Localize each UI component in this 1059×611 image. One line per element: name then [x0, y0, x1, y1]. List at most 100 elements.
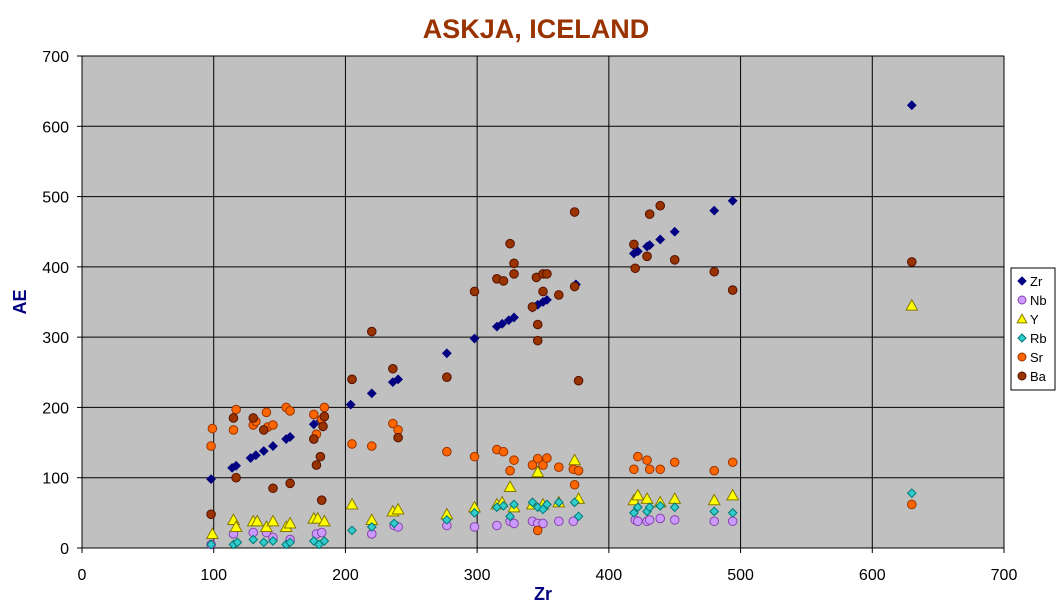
data-point-sr — [207, 423, 218, 434]
data-point-rb — [727, 507, 738, 518]
data-point-rb — [366, 522, 377, 532]
legend-label: Sr — [1030, 350, 1044, 365]
data-point-ba — [727, 285, 738, 295]
data-point-ba — [509, 269, 519, 279]
data-point-sr — [527, 460, 538, 470]
legend-marker-rb — [1017, 333, 1027, 343]
data-point-sr — [469, 451, 480, 462]
data-point-sr — [644, 464, 655, 475]
data-point-rb — [469, 507, 480, 518]
data-point-zr — [308, 419, 319, 430]
data-point-sr — [569, 479, 580, 490]
data-point-nb — [492, 520, 502, 531]
data-point-sr — [907, 499, 917, 510]
data-point-rb — [709, 506, 720, 517]
data-point-ba — [629, 239, 639, 250]
data-point-ba — [669, 255, 680, 265]
data-point-sr — [573, 465, 584, 476]
data-point-sr — [388, 418, 398, 429]
data-point-y — [205, 527, 219, 540]
data-point-sr — [319, 402, 330, 413]
data-point-sr — [633, 451, 643, 462]
chart-title: ASKJA, ICELAND — [423, 14, 650, 44]
data-point-sr — [228, 425, 239, 435]
data-point-sr — [505, 465, 515, 476]
data-point-y — [707, 493, 721, 506]
legend: Zr Nb Y Rb Sr Ba — [1010, 267, 1056, 391]
data-marks — [205, 100, 919, 550]
legend-marker-nb — [1017, 295, 1027, 305]
data-point-rb — [553, 497, 564, 508]
data-point-sr — [206, 441, 216, 451]
y-tick-label: 200 — [42, 400, 69, 417]
x-tick-label: 400 — [596, 567, 623, 584]
data-point-ba — [309, 434, 319, 444]
legend-box — [1010, 267, 1056, 391]
data-point-ba — [285, 478, 295, 489]
data-point-nb — [316, 527, 327, 538]
data-point-rb — [569, 497, 580, 508]
y-tick-label: 600 — [42, 119, 69, 136]
data-point-ba — [709, 266, 720, 277]
data-point-sr — [655, 464, 666, 475]
data-point-rb — [268, 536, 278, 546]
data-point-sr — [532, 525, 543, 536]
data-point-ba — [573, 375, 584, 386]
x-axis-label: Zr — [534, 584, 552, 604]
data-point-rb — [632, 502, 643, 513]
data-point-rb — [628, 507, 639, 518]
data-point-rb — [258, 537, 269, 548]
data-point-zr — [709, 205, 720, 216]
data-point-ba — [532, 335, 543, 346]
y-tick-label: 300 — [42, 330, 69, 347]
data-point-ba — [228, 413, 239, 423]
data-point-zr — [206, 474, 216, 485]
data-point-ba — [642, 251, 652, 262]
data-point-sr — [498, 446, 509, 457]
data-point-nb — [644, 515, 655, 525]
data-point-ba — [532, 319, 543, 330]
data-point-rb — [573, 511, 584, 522]
y-tick-label: 400 — [42, 260, 69, 277]
data-point-nb — [509, 518, 519, 529]
x-tick-label: 600 — [859, 567, 886, 584]
data-point-nb — [633, 516, 643, 527]
y-axis-ticks: 0 100 200 300 400 500 600 700 — [42, 49, 82, 558]
data-point-sr — [231, 404, 241, 415]
x-tick-label: 200 — [332, 567, 359, 584]
x-tick-label: 500 — [727, 567, 754, 584]
data-point-ba — [542, 269, 552, 279]
data-point-nb — [538, 518, 548, 529]
legend-label: Zr — [1030, 274, 1043, 289]
data-point-y — [266, 514, 280, 527]
data-point-rb — [319, 536, 330, 546]
data-point-sr — [509, 455, 519, 465]
data-point-ba — [442, 372, 452, 383]
data-point-y — [726, 488, 740, 501]
series-y — [205, 298, 919, 540]
data-point-rb — [906, 488, 917, 499]
data-point-ba — [268, 483, 278, 494]
legend-label: Ba — [1030, 369, 1047, 384]
data-point-sr — [442, 446, 452, 457]
data-point-ba — [538, 286, 548, 297]
data-point-y — [640, 492, 654, 504]
data-point-zr — [268, 441, 278, 451]
data-point-rb — [248, 534, 259, 545]
data-point-sr — [669, 457, 680, 468]
data-point-ba — [554, 290, 564, 300]
data-point-ba — [316, 495, 327, 506]
data-point-y — [317, 514, 331, 527]
data-point-nb — [568, 516, 579, 527]
data-point-zr — [906, 100, 917, 111]
legend-marker-y — [1016, 313, 1028, 324]
data-point-sr — [261, 407, 272, 418]
data-point-zr — [441, 348, 452, 359]
data-point-y — [345, 497, 359, 510]
data-point-ba — [393, 432, 403, 443]
data-point-sr — [554, 462, 564, 472]
data-point-ba — [231, 472, 241, 483]
x-axis-ticks: 0 100 200 300 400 500 600 700 — [78, 548, 1017, 584]
data-point-sr — [347, 439, 357, 449]
